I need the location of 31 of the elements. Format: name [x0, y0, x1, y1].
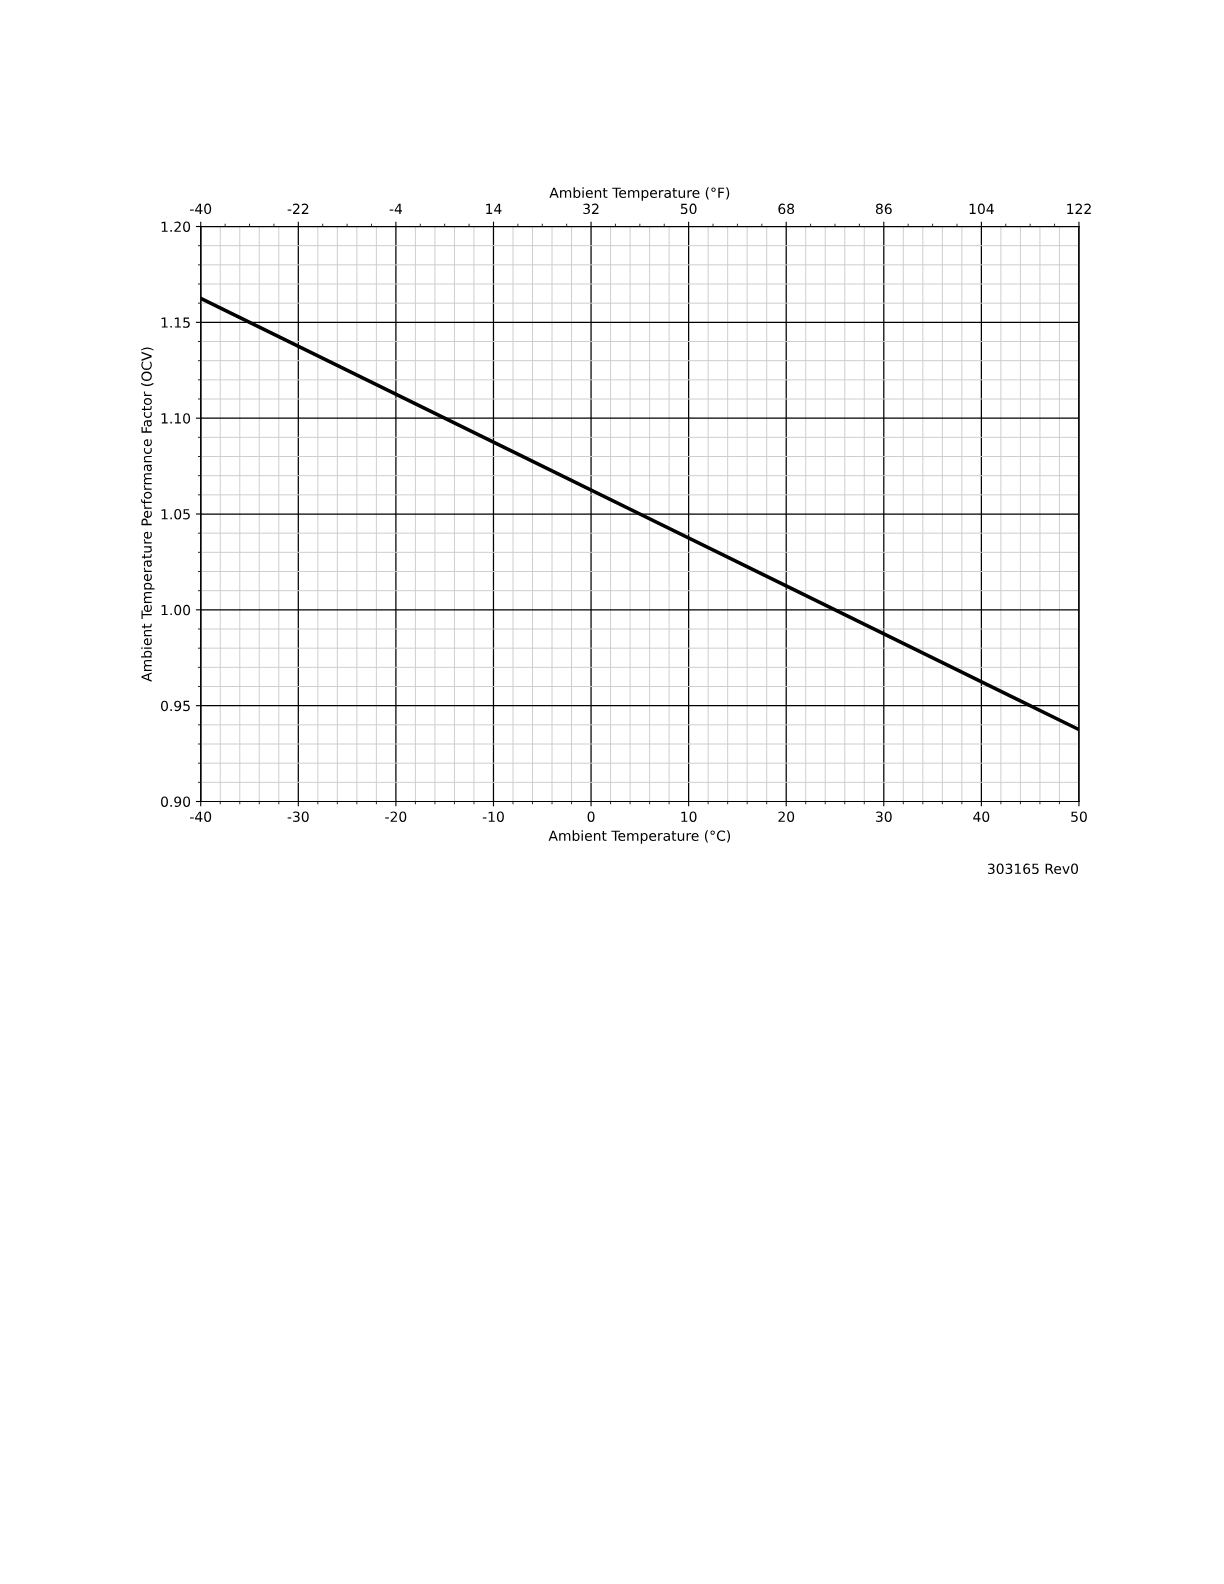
y-tick-label: 0.90 — [161, 796, 191, 807]
x2-tick-label: -4 — [389, 203, 403, 214]
y-axis-title: Ambient Temperature Performance Factor (OCV) — [141, 347, 155, 682]
text: 303165 Rev0 — [987, 863, 1079, 875]
x2-tick-label: 68 — [778, 203, 795, 215]
x2-axis-title: Ambient Temperature (°F) — [549, 187, 730, 201]
x-tick-label: 10 — [681, 811, 697, 822]
x2-tick-label: 14 — [486, 203, 502, 214]
x2-tick-label: 32 — [583, 203, 599, 215]
x2-tick-label: 50 — [680, 203, 697, 215]
x-tick-label: -40 — [190, 811, 212, 822]
x-tick-label: 0 — [587, 811, 595, 822]
x2-tick-label: -22 — [287, 203, 309, 214]
x-tick-label: -20 — [385, 811, 407, 822]
x-tick-label: -30 — [287, 811, 309, 822]
x2-tick-label: -40 — [190, 203, 212, 215]
y-tick-label: 1.20 — [161, 221, 191, 232]
x-tick-label: -10 — [482, 811, 504, 822]
x-tick-label: 40 — [973, 811, 990, 822]
x-tick-label: 30 — [876, 811, 892, 822]
x-axis-title: Ambient Temperature (°C) — [548, 830, 731, 844]
x2-tick-label: 122 — [1067, 203, 1091, 214]
y-tick-label: 0.95 — [161, 700, 190, 712]
y-tick-label: 1.10 — [161, 413, 191, 424]
y-tick-label: 1.00 — [161, 604, 191, 616]
x2-tick-label: 86 — [875, 203, 892, 215]
y-tick-label: 1.05 — [161, 508, 190, 520]
x-tick-label: 20 — [778, 811, 795, 822]
x2-tick-label: 104 — [969, 203, 994, 215]
y-tick-label: 1.15 — [161, 317, 190, 328]
x-tick-label: 50 — [1071, 811, 1087, 822]
